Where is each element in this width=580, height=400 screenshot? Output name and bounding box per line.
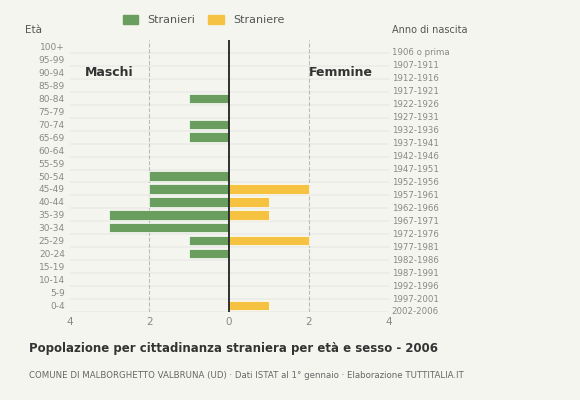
Text: 1906 o prima: 1906 o prima: [392, 48, 450, 58]
Text: 1977-1981: 1977-1981: [392, 243, 438, 252]
Text: 1947-1951: 1947-1951: [392, 165, 438, 174]
Bar: [189, 132, 229, 142]
Bar: [189, 249, 229, 258]
Text: 1942-1946: 1942-1946: [392, 152, 438, 161]
Text: Maschi: Maschi: [85, 66, 134, 79]
Text: 1907-1911: 1907-1911: [392, 62, 438, 70]
Text: 1982-1986: 1982-1986: [392, 256, 438, 265]
Bar: [189, 94, 229, 103]
Text: 1972-1976: 1972-1976: [392, 230, 438, 239]
Legend: Stranieri, Straniere: Stranieri, Straniere: [118, 10, 289, 29]
Text: Popolazione per cittadinanza straniera per età e sesso - 2006: Popolazione per cittadinanza straniera p…: [29, 342, 438, 355]
Text: 1932-1936: 1932-1936: [392, 126, 438, 135]
Text: Età: Età: [25, 24, 42, 34]
Bar: [189, 120, 229, 129]
Bar: [110, 210, 229, 220]
Bar: [150, 184, 229, 194]
Text: Femmine: Femmine: [309, 66, 373, 79]
Text: 1997-2001: 1997-2001: [392, 294, 438, 304]
Bar: [229, 184, 309, 194]
Bar: [150, 197, 229, 206]
Bar: [229, 197, 269, 206]
Bar: [150, 171, 229, 181]
Text: 1927-1931: 1927-1931: [392, 113, 438, 122]
Bar: [229, 236, 309, 246]
Text: 1987-1991: 1987-1991: [392, 269, 438, 278]
Text: 1967-1971: 1967-1971: [392, 217, 438, 226]
Text: 1962-1966: 1962-1966: [392, 204, 438, 213]
Text: Anno di nascita: Anno di nascita: [392, 24, 467, 34]
Text: 1952-1956: 1952-1956: [392, 178, 438, 187]
Text: 1992-1996: 1992-1996: [392, 282, 438, 290]
Text: 1937-1941: 1937-1941: [392, 139, 438, 148]
Bar: [229, 210, 269, 220]
Text: 1917-1921: 1917-1921: [392, 87, 438, 96]
Bar: [189, 236, 229, 246]
Text: 1922-1926: 1922-1926: [392, 100, 438, 109]
Text: 1912-1916: 1912-1916: [392, 74, 438, 83]
Bar: [229, 301, 269, 310]
Text: 1957-1961: 1957-1961: [392, 191, 438, 200]
Text: 2002-2006: 2002-2006: [392, 308, 439, 316]
Text: COMUNE DI MALBORGHETTO VALBRUNA (UD) · Dati ISTAT al 1° gennaio · Elaborazione T: COMUNE DI MALBORGHETTO VALBRUNA (UD) · D…: [29, 371, 464, 380]
Bar: [110, 223, 229, 232]
